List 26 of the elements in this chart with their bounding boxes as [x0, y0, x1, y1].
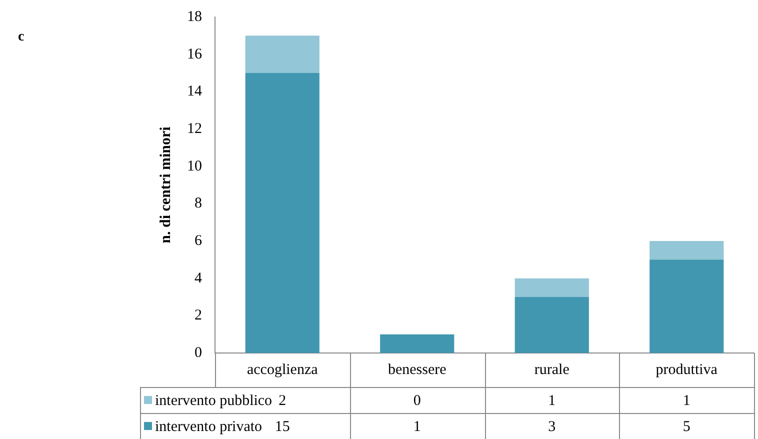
text: c	[18, 30, 24, 45]
legend-label: intervento pubblico	[155, 392, 272, 409]
data-label: 3	[548, 418, 556, 435]
x-tick-label: rurale	[534, 362, 570, 378]
y-tick-label: 6	[194, 232, 202, 249]
x-tick-label: produttiva	[656, 362, 718, 378]
data-label: 1	[682, 392, 690, 409]
data-label: 5	[682, 418, 690, 435]
y-tick-label: 12	[187, 120, 202, 137]
y-tick-label: 0	[194, 344, 202, 361]
data-label: 0	[413, 392, 421, 409]
y-tick-label: 8	[194, 196, 202, 212]
x-tick-label: accoglienza	[246, 362, 318, 378]
legend-label: intervento privato	[155, 418, 262, 435]
y-tick-label: 18	[187, 8, 202, 25]
y-tick-label: 10	[187, 158, 202, 174]
y-axis-title: n. di centri minori	[158, 126, 174, 244]
data-label: 15	[274, 418, 290, 435]
y-tick-label: 14	[187, 84, 202, 100]
y-tick-label: 4	[194, 270, 202, 286]
y-tick-label: 2	[194, 308, 202, 324]
data-label: 1	[548, 392, 556, 409]
data-label: 1	[413, 418, 421, 435]
x-tick-label: benessere	[388, 362, 447, 378]
data-label: 2	[278, 392, 286, 409]
y-tick-label: 16	[187, 46, 202, 62]
